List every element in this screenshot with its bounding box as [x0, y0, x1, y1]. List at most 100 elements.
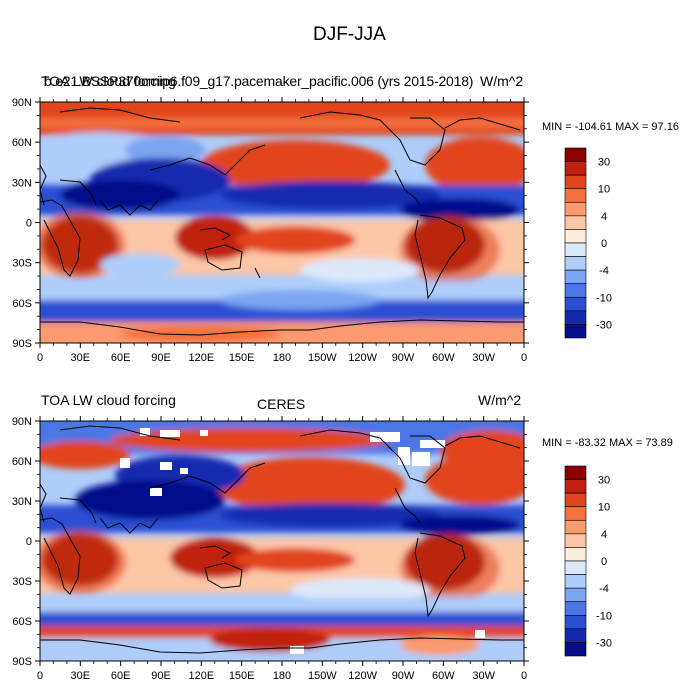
p1-colorbar-label: 30 — [598, 157, 610, 169]
p1-colorbar-label: 0 — [601, 238, 607, 250]
p1-x-tick-label: 90W — [392, 352, 415, 364]
p2-colorbar-swatch — [564, 628, 587, 643]
p2-y-tick-label: 0 — [26, 536, 32, 548]
p2-colorbar-label: 4 — [601, 529, 607, 541]
p1-colorbar-swatch — [564, 324, 587, 339]
p1-colorbar-swatch — [564, 256, 587, 271]
p1-y-tick-label: 60N — [12, 137, 32, 149]
panel1-coastlines — [40, 107, 524, 336]
panel1-field — [40, 102, 524, 343]
p2-colorbar-swatch — [564, 574, 587, 589]
panel2-center-title: CERES — [257, 396, 306, 412]
p2-x-tick-label: 120W — [348, 670, 377, 682]
p2-colorbar-swatch — [564, 479, 587, 494]
panel1-units: W/m^2 — [480, 73, 524, 89]
p1-y-tick-label: 30N — [12, 177, 32, 189]
p1-y-tick-label: 60S — [12, 298, 32, 310]
p1-y-tick-label: 0 — [26, 218, 32, 230]
p2-colorbar-label: -10 — [596, 610, 612, 622]
p1-colorbar-swatch — [564, 229, 587, 244]
p2-colorbar-swatch — [564, 533, 587, 548]
p1-x-tick-label: 150W — [308, 352, 337, 364]
p2-y-tick-label: 90N — [12, 416, 32, 428]
p2-colorbar-swatch — [564, 506, 587, 521]
panel2-coastlines — [40, 425, 524, 654]
p2-colorbar-label: -4 — [599, 583, 609, 595]
p2-x-tick-label: 180 — [273, 670, 291, 682]
p2-colorbar-swatch — [564, 614, 587, 630]
p1-x-tick-label: 0 — [521, 352, 527, 364]
p1-x-tick-label: 0 — [37, 352, 43, 364]
p1-colorbar-swatch — [564, 296, 587, 312]
p1-colorbar-swatch — [564, 310, 587, 325]
p2-colorbar-swatch — [564, 642, 587, 657]
p1-colorbar-label: -10 — [596, 292, 612, 304]
p1-colorbar-swatch — [564, 188, 587, 203]
p1-y-tick-label: 90N — [12, 97, 32, 109]
p2-x-tick-label: 0 — [37, 670, 43, 682]
p2-x-tick-label: 150W — [308, 670, 337, 682]
panel1-map — [40, 102, 524, 343]
p1-x-tick-label: 30W — [472, 352, 495, 364]
panel2-missing-data — [120, 428, 485, 654]
p1-colorbar-swatch — [564, 161, 587, 176]
p2-x-tick-label: 60E — [111, 670, 131, 682]
p2-x-tick-label: 150E — [229, 670, 255, 682]
p1-x-tick-label: 180 — [273, 352, 291, 364]
panel2-left-title: TOA LW cloud forcing — [41, 392, 176, 408]
p1-x-tick-label: 60E — [111, 352, 131, 364]
panel2-map — [40, 421, 524, 661]
p2-y-tick-label: 90S — [12, 656, 32, 668]
panel2-field — [40, 421, 524, 661]
figure-title: DJF-JJA — [313, 24, 386, 45]
p2-x-tick-label: 60W — [432, 670, 455, 682]
p2-y-tick-label: 60S — [12, 616, 32, 628]
p1-colorbar-swatch — [564, 174, 587, 190]
p1-y-tick-label: 30S — [12, 258, 32, 270]
panel2-units: W/m^2 — [478, 392, 522, 408]
panel1-left-title: TOA LW cloud forcing — [41, 73, 176, 89]
p1-colorbar-swatch — [564, 201, 587, 217]
axes-layer: 0 30E 60E 90E 120E 150E 180 150W 120W 90W 60W 30W 09… — [12, 97, 529, 682]
p1-colorbar-label: 4 — [601, 211, 607, 223]
p2-colorbar-swatch — [564, 587, 587, 603]
p2-x-tick-label: 90W — [392, 670, 415, 682]
p2-x-tick-label: 90E — [151, 670, 171, 682]
p1-colorbar-swatch — [564, 283, 587, 298]
p1-colorbar-label: -30 — [596, 319, 612, 331]
p2-y-tick-label: 30S — [12, 576, 32, 588]
colorbars-layer: 30 10 4 0 -4 -10 -30 30 10 4 0 -4 -10 -30 — [564, 147, 612, 657]
p2-y-tick-label: 60N — [12, 456, 32, 468]
p2-x-tick-label: 0 — [521, 670, 527, 682]
p2-colorbar-swatch — [564, 519, 587, 535]
p2-x-tick-label: 30W — [472, 670, 495, 682]
p1-colorbar-swatch — [564, 269, 587, 285]
p1-x-tick-label: 30E — [71, 352, 91, 364]
p1-x-tick-label: 60W — [432, 352, 455, 364]
p2-x-tick-label: 120E — [188, 670, 214, 682]
p1-x-tick-label: 90E — [151, 352, 171, 364]
p2-colorbar-swatch — [564, 601, 587, 616]
p2-colorbar-swatch — [564, 560, 587, 575]
p2-colorbar-label: 30 — [598, 475, 610, 487]
p1-x-tick-label: 150E — [229, 352, 255, 364]
panel1-center-title: b.e21.BSSP370cmip6.f09_g17.pacemaker_pac… — [44, 73, 474, 89]
p1-y-tick-label: 90S — [12, 338, 32, 350]
p1-colorbar-swatch — [564, 242, 587, 257]
p2-colorbar-swatch — [564, 547, 587, 562]
panel1-min-max: MIN = -104.61 MAX = 97.16 — [542, 121, 679, 133]
p2-colorbar-swatch — [564, 492, 587, 508]
p2-x-tick-label: 30E — [71, 670, 91, 682]
p1-colorbar-swatch — [564, 215, 587, 230]
p2-colorbar-label: -30 — [596, 637, 612, 649]
p1-x-tick-label: 120W — [348, 352, 377, 364]
p2-colorbar-label: 10 — [598, 502, 610, 514]
p2-y-tick-label: 30N — [12, 496, 32, 508]
p2-colorbar-swatch — [564, 465, 587, 480]
p1-colorbar-label: 10 — [598, 184, 610, 196]
p2-colorbar-label: 0 — [601, 556, 607, 568]
p1-x-tick-label: 120E — [188, 352, 214, 364]
p1-colorbar-label: -4 — [599, 265, 609, 277]
p1-colorbar-swatch — [564, 147, 587, 162]
